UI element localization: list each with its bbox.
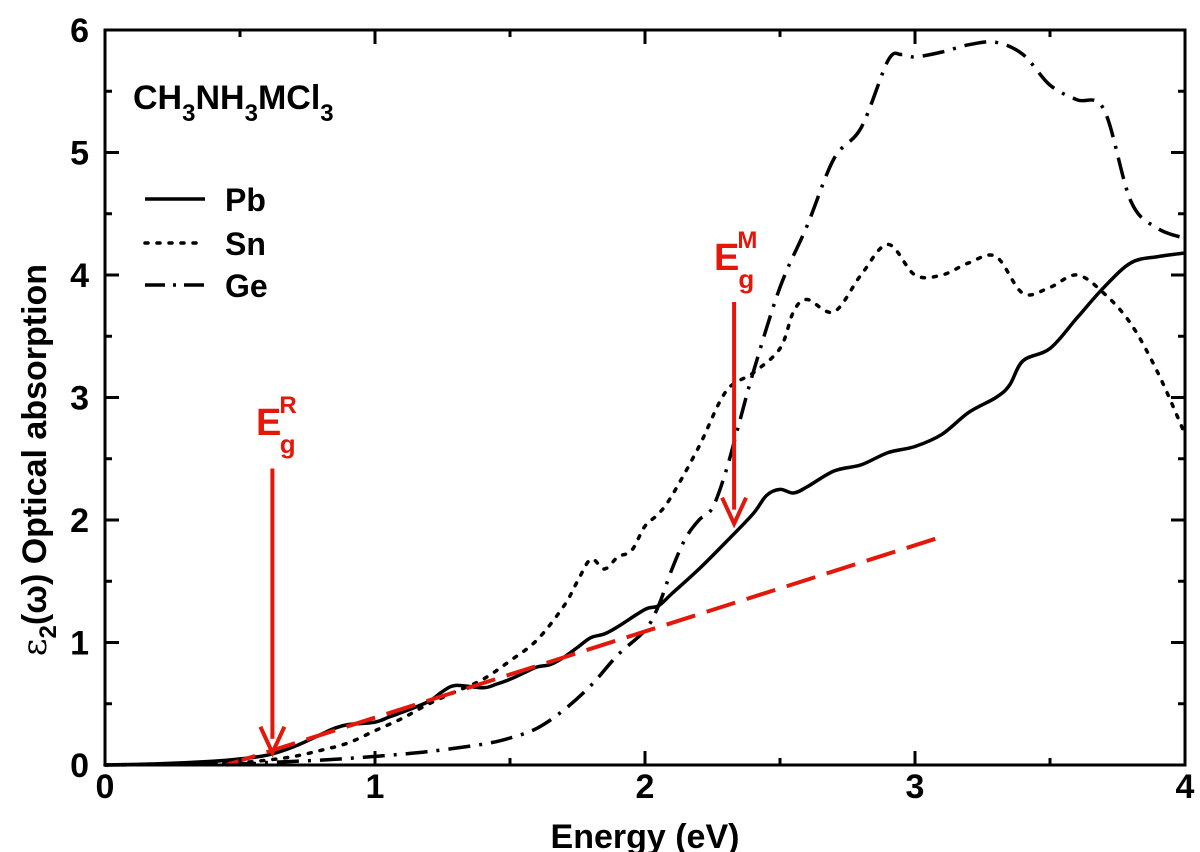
axis-ticks: 0 1 2 3 4 0 1 2 3 4 5 6 bbox=[70, 12, 1194, 806]
annotation-arrow-head bbox=[258, 725, 287, 758]
plot-frame bbox=[103, 28, 1187, 767]
y-tick-label: 2 bbox=[70, 502, 89, 540]
x-tick-label: 4 bbox=[1176, 768, 1195, 806]
y-tick-label: 4 bbox=[70, 257, 89, 295]
series-line-pb bbox=[104, 251, 1186, 767]
x-tick-label: 1 bbox=[366, 768, 385, 806]
x-tick-label: 2 bbox=[636, 768, 655, 806]
plot-area bbox=[103, 39, 1187, 767]
y-tick-label: 3 bbox=[70, 380, 89, 418]
y-tick-label: 1 bbox=[70, 625, 89, 663]
annotation-eg-r: ER g bbox=[256, 392, 297, 459]
annotation-arrow-head bbox=[720, 496, 748, 529]
chart-title: CH3NH3MCl3 bbox=[133, 79, 334, 127]
legend-label-ge: Ge bbox=[225, 268, 268, 304]
x-tick-label: 0 bbox=[96, 768, 115, 806]
x-axis-label: Energy (eV) bbox=[551, 818, 740, 852]
series-line-ge bbox=[104, 39, 1186, 767]
x-tick-label: 3 bbox=[906, 768, 925, 806]
legend-label-pb: Pb bbox=[225, 182, 266, 218]
legend: Pb Sn Ge bbox=[143, 182, 268, 304]
series-line-sn bbox=[103, 242, 1187, 767]
legend-label-sn: Sn bbox=[225, 226, 266, 262]
annotation-eg-m: EM g bbox=[714, 227, 757, 294]
y-tick-label: 6 bbox=[70, 12, 89, 50]
y-tick-label: 5 bbox=[70, 135, 89, 173]
y-tick-label: 0 bbox=[70, 747, 89, 785]
y-axis-label: ε2(ω) Optical absorption bbox=[15, 264, 62, 656]
